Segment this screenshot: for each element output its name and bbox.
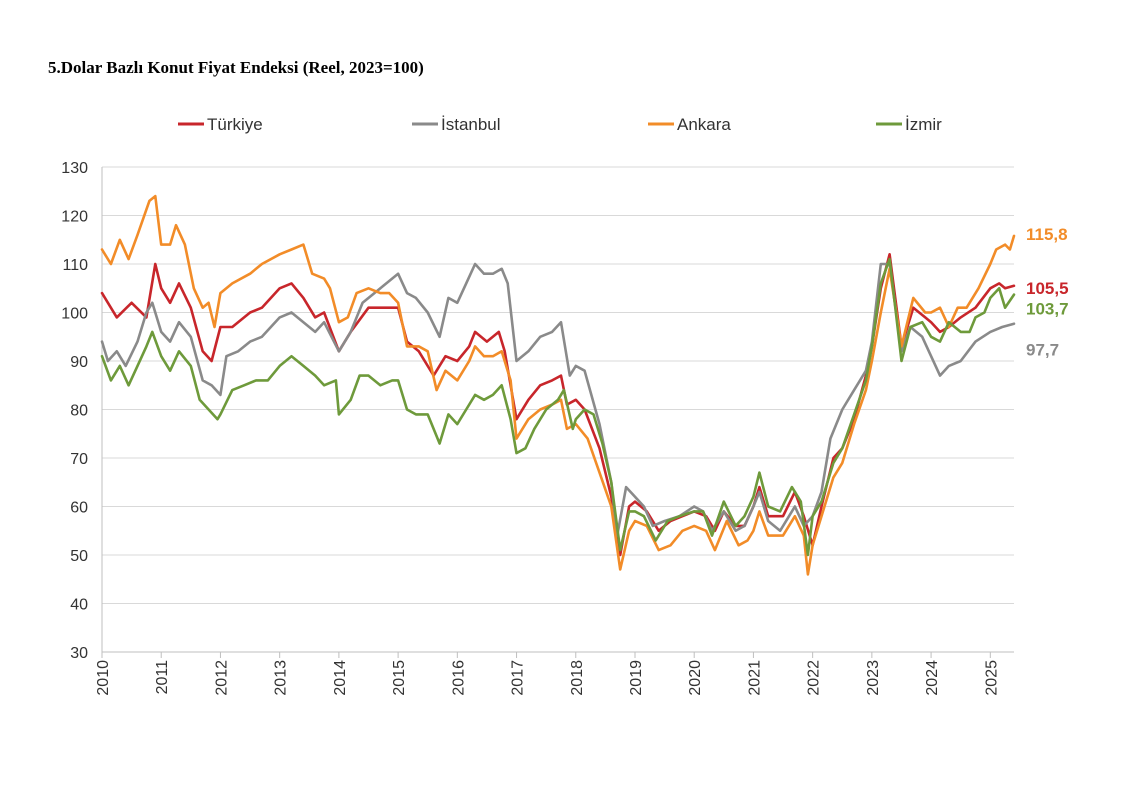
y-tick-label-90: 90	[70, 354, 88, 371]
legend-item-izmir: İzmir	[876, 115, 942, 134]
legend-label-istanbul: İstanbul	[441, 115, 501, 134]
y-tick-label-110: 110	[62, 257, 88, 274]
series-line-izmir	[100, 257, 1016, 557]
y-tick-label-130: 130	[61, 160, 88, 177]
y-axis-ticks: 30 40 50 60 70 80 90 100 110 120 130	[61, 160, 88, 662]
x-tick-label-2014: 2014	[332, 660, 349, 696]
y-tick-label-120: 120	[61, 209, 88, 226]
y-tick-label-60: 60	[70, 500, 88, 517]
x-tick-label-2013: 2013	[273, 660, 290, 696]
x-tick-label-2015: 2015	[391, 660, 408, 696]
x-tick-label-2012: 2012	[213, 660, 230, 696]
legend: Türkiye İstanbul Ankara İzmir	[178, 115, 942, 134]
x-tick-label-2019: 2019	[628, 660, 645, 696]
legend-item-ankara: Ankara	[648, 115, 731, 134]
x-tick-label-2017: 2017	[510, 660, 527, 696]
legend-label-ankara: Ankara	[677, 115, 731, 134]
y-tick-label-40: 40	[70, 597, 88, 614]
chart-title: 5.Dolar Bazlı Konut Fiyat Endeksi (Reel,…	[48, 58, 424, 77]
y-tick-label-50: 50	[70, 548, 88, 565]
end-label-izmir: 103,7	[1026, 300, 1069, 319]
x-tick-label-2020: 2020	[687, 660, 704, 696]
legend-label-trkiye: Türkiye	[207, 115, 263, 134]
end-label-trkiye: 105,5	[1026, 279, 1069, 298]
x-axis-ticks: 2010 2011 2012 2013 2014 2015 2016 2017 2018 2019…	[95, 652, 1000, 696]
series-line-ankara	[100, 194, 1016, 576]
end-label-istanbul: 97,7	[1026, 341, 1059, 360]
x-tick-label-2011: 2011	[154, 660, 171, 695]
y-tick-label-70: 70	[70, 451, 88, 468]
legend-label-izmir: İzmir	[905, 115, 942, 134]
legend-item-trkiye: Türkiye	[178, 115, 263, 134]
x-tick-label-2018: 2018	[569, 660, 586, 696]
x-tick-label-2025: 2025	[983, 660, 1000, 696]
series-lines	[100, 194, 1016, 576]
legend-item-istanbul: İstanbul	[412, 115, 501, 134]
y-tick-label-100: 100	[61, 306, 88, 323]
axes	[101, 167, 1014, 653]
x-tick-label-2016: 2016	[450, 660, 467, 696]
x-tick-label-2021: 2021	[746, 660, 763, 696]
x-tick-label-2023: 2023	[865, 660, 882, 696]
x-tick-label-2024: 2024	[924, 660, 941, 696]
end-labels: 105,5 97,7 115,8 103,7	[1026, 225, 1069, 360]
x-tick-label-2010: 2010	[95, 660, 112, 696]
gridlines	[102, 166, 1014, 604]
end-label-ankara: 115,8	[1026, 225, 1068, 244]
x-tick-label-2022: 2022	[806, 660, 823, 696]
y-tick-label-80: 80	[70, 403, 88, 420]
series-line-istanbul	[100, 262, 1016, 537]
y-tick-label-30: 30	[70, 645, 88, 662]
